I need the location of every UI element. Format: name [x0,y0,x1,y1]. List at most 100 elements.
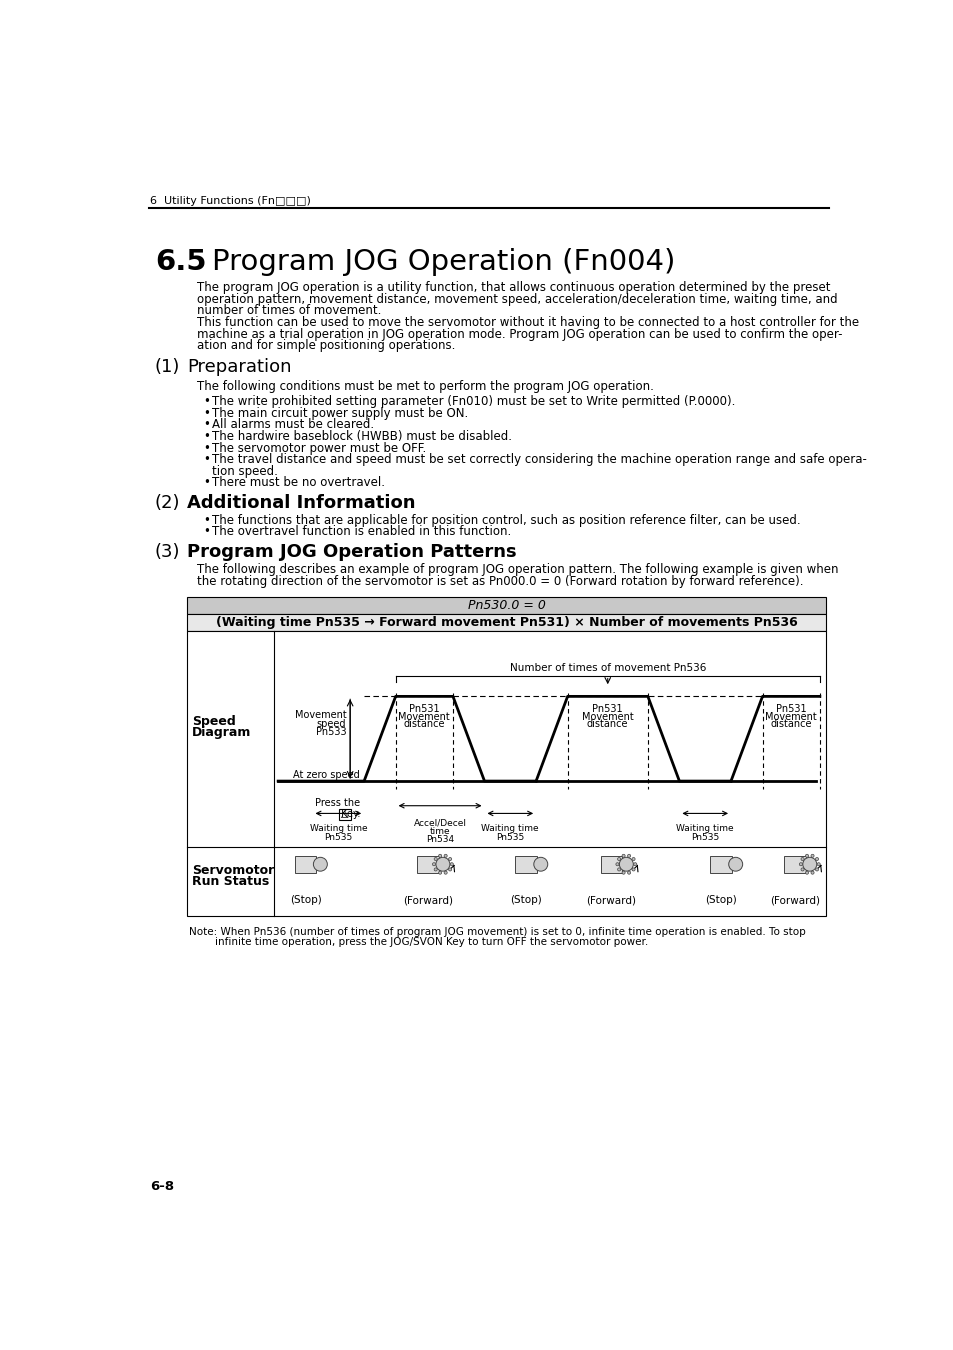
Circle shape [444,855,447,857]
Circle shape [815,857,818,860]
Circle shape [802,857,816,871]
Text: 6-8: 6-8 [150,1180,174,1193]
Circle shape [434,857,436,860]
Circle shape [432,863,436,865]
Circle shape [631,857,635,860]
Circle shape [434,868,436,871]
Text: Key.: Key. [337,809,360,819]
Text: Pn533: Pn533 [315,728,346,737]
Text: 6  Utility Functions (Fn□□□): 6 Utility Functions (Fn□□□) [150,196,311,207]
Text: The servomotor power must be OFF.: The servomotor power must be OFF. [212,441,426,455]
Text: Waiting time: Waiting time [309,825,367,833]
Circle shape [627,855,630,857]
Text: The overtravel function is enabled in this function.: The overtravel function is enabled in th… [212,525,511,539]
Circle shape [804,871,808,875]
FancyBboxPatch shape [709,856,731,872]
Text: (3): (3) [154,543,180,562]
FancyBboxPatch shape [338,809,351,819]
Circle shape [438,871,441,875]
Text: (Forward): (Forward) [403,895,453,905]
Text: time: time [429,826,450,836]
Text: •: • [203,454,210,466]
Circle shape [815,868,818,871]
Circle shape [631,868,635,871]
Text: Number of times of movement Pn536: Number of times of movement Pn536 [509,663,705,674]
FancyBboxPatch shape [515,856,537,872]
Circle shape [616,863,618,865]
Circle shape [621,871,624,875]
Text: Note: When Pn536 (number of times of program JOG movement) is set to 0, infinite: Note: When Pn536 (number of times of pro… [189,926,805,937]
Circle shape [617,868,620,871]
FancyBboxPatch shape [783,856,805,872]
Text: Additional Information: Additional Information [187,494,416,512]
Text: Servomotor: Servomotor [192,864,274,878]
Text: ation and for simple positioning operations.: ation and for simple positioning operati… [196,339,455,352]
Text: •: • [203,525,210,539]
Circle shape [728,857,741,871]
FancyBboxPatch shape [187,597,825,614]
Text: This function can be used to move the servomotor without it having to be connect: This function can be used to move the se… [196,316,858,329]
Text: •: • [203,429,210,443]
Text: •: • [203,441,210,455]
Text: The following conditions must be met to perform the program JOG operation.: The following conditions must be met to … [196,379,653,393]
Text: Run Status: Run Status [192,875,269,888]
Circle shape [810,855,813,857]
Text: Movement: Movement [398,711,450,722]
Circle shape [444,871,447,875]
Text: (2): (2) [154,494,180,512]
FancyBboxPatch shape [187,630,825,915]
Circle shape [633,863,637,865]
Circle shape [817,863,820,865]
Text: Pn534: Pn534 [426,836,454,844]
Text: Preparation: Preparation [187,358,292,377]
Text: Program JOG Operation (Fn004): Program JOG Operation (Fn004) [212,248,675,277]
Text: The write prohibited setting parameter (Fn010) must be set to Write permitted (P: The write prohibited setting parameter (… [212,396,735,408]
Text: •: • [203,418,210,432]
Circle shape [450,863,453,865]
Circle shape [810,871,813,875]
FancyBboxPatch shape [600,856,621,872]
Circle shape [799,863,801,865]
Text: •: • [203,396,210,408]
Text: Movement: Movement [764,711,816,722]
Text: The program JOG operation is a utility function, that allows continuous operatio: The program JOG operation is a utility f… [196,281,829,294]
Text: (Stop): (Stop) [704,895,736,905]
Text: Movement: Movement [581,711,633,722]
Circle shape [627,871,630,875]
Text: the rotating direction of the servomotor is set as Pn000.0 = 0 (Forward rotation: the rotating direction of the servomotor… [196,575,802,587]
Text: At zero speed: At zero speed [294,769,360,779]
Text: Speed: Speed [192,716,235,728]
Circle shape [436,857,450,871]
Text: (Waiting time Pn535 → Forward movement Pn531) × Number of movements Pn536: (Waiting time Pn535 → Forward movement P… [215,616,797,629]
Text: tion speed.: tion speed. [212,464,278,478]
Circle shape [621,855,624,857]
Text: (Forward): (Forward) [586,895,636,905]
Text: distance: distance [403,720,445,729]
Text: Waiting time: Waiting time [676,825,733,833]
Text: Program JOG Operation Patterns: Program JOG Operation Patterns [187,543,517,562]
Text: distance: distance [586,720,628,729]
Text: (Stop): (Stop) [290,895,321,905]
Text: (Forward): (Forward) [769,895,820,905]
Text: number of times of movement.: number of times of movement. [196,305,381,317]
FancyBboxPatch shape [416,856,438,872]
Text: Accel/Decel: Accel/Decel [414,818,466,828]
Text: The following describes an example of program JOG operation pattern. The followi: The following describes an example of pr… [196,563,838,576]
Text: •: • [203,406,210,420]
Text: The travel distance and speed must be set correctly considering the machine oper: The travel distance and speed must be se… [212,454,866,466]
Text: Pn531: Pn531 [775,705,805,714]
Circle shape [314,857,327,871]
Circle shape [438,855,441,857]
Text: Movement: Movement [294,710,346,721]
Text: There must be no overtravel.: There must be no overtravel. [212,477,385,489]
Circle shape [618,857,633,871]
Text: Press the: Press the [314,798,360,809]
Text: The main circuit power supply must be ON.: The main circuit power supply must be ON… [212,406,468,420]
Circle shape [801,857,803,860]
Circle shape [617,857,620,860]
Text: Pn535: Pn535 [690,833,719,841]
Text: The functions that are applicable for position control, such as position referen: The functions that are applicable for po… [212,514,800,526]
Circle shape [801,868,803,871]
Text: •: • [203,477,210,489]
Text: machine as a trial operation in JOG operation mode. Program JOG operation can be: machine as a trial operation in JOG oper… [196,328,841,340]
